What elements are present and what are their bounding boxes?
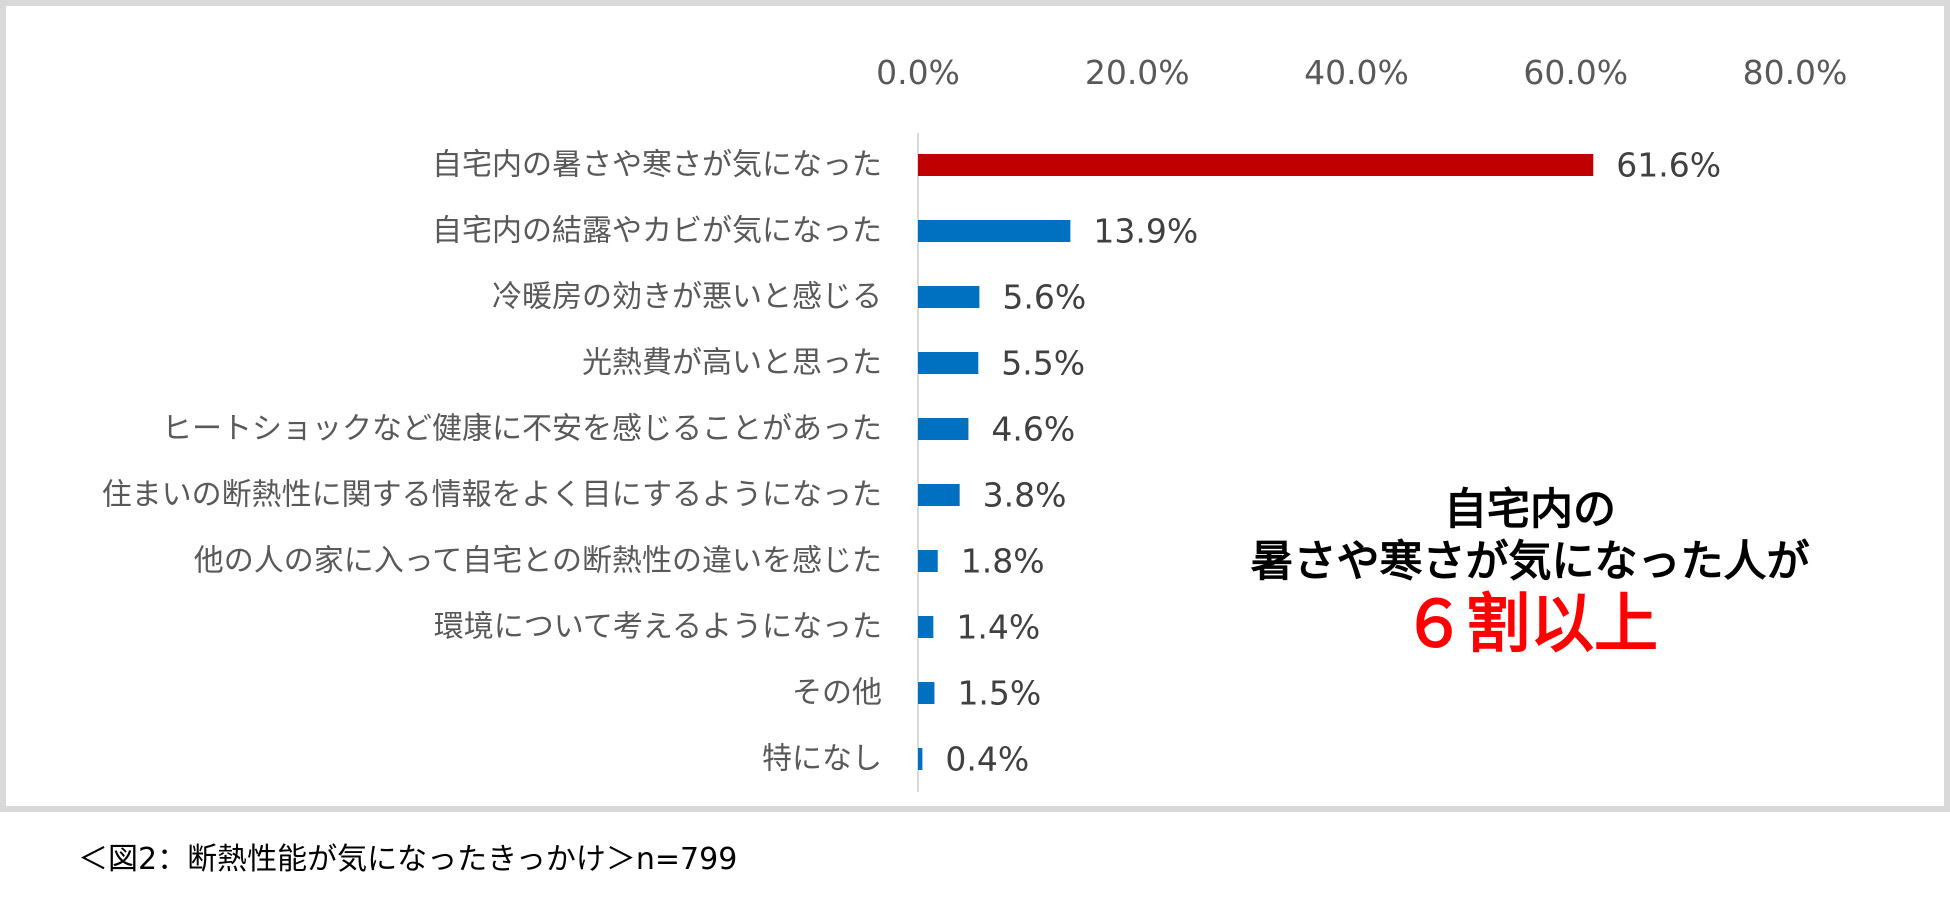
category-label: 冷暖房の効きが悪いと感じる	[492, 280, 882, 315]
bar	[918, 418, 969, 440]
data-label: 5.5%	[1001, 344, 1085, 383]
data-label: 0.4%	[945, 740, 1029, 779]
data-label: 13.9%	[1093, 212, 1198, 251]
callout-highlight: ６割以上	[1402, 587, 1658, 662]
bar-chart: 0.0% 20.0% 40.0% 60.0% 80.0% 自宅内の暑さや寒さが気になった 6…	[102, 53, 1848, 792]
category-label: 自宅内の結露やカビが気になった	[432, 214, 882, 249]
callout-line-2: 暑さや寒さが気になった人が	[1250, 537, 1810, 588]
category-label: 環境について考えるようになった	[434, 610, 882, 645]
category-label: 住まいの断熱性に関する情報をよく目にするようになった	[102, 478, 882, 513]
data-label: 4.6%	[991, 410, 1075, 449]
x-tick-label: 40.0%	[1304, 53, 1409, 92]
bar	[918, 748, 923, 770]
category-label: ヒートショックなど健康に不安を感じることがあった	[162, 412, 882, 447]
category-label: その他	[792, 676, 882, 711]
data-label: 1.5%	[957, 674, 1041, 713]
chart-frame	[0, 0, 1950, 812]
category-label: 他の人の家に入って自宅との断熱性の違いを感じた	[194, 544, 882, 579]
x-tick-label: 20.0%	[1085, 53, 1190, 92]
bar	[918, 352, 979, 374]
category-label: 特になし	[762, 742, 882, 777]
bar	[918, 550, 938, 572]
bar	[918, 616, 934, 638]
x-tick-label: 0.0%	[876, 53, 960, 92]
callout-box: 自宅内の 暑さや寒さが気になった人が ６割以上	[1180, 484, 1880, 663]
data-label: 61.6%	[1616, 146, 1721, 185]
bar	[918, 682, 935, 704]
figure-caption: ＜図2：断熱性能が気になったきっかけ＞n=799	[78, 842, 738, 877]
data-label: 5.6%	[1002, 278, 1086, 317]
category-label: 光熱費が高いと思った	[582, 346, 882, 381]
bar	[918, 286, 980, 308]
data-label: 1.8%	[961, 542, 1045, 581]
data-label: 3.8%	[983, 476, 1067, 515]
x-tick-label: 60.0%	[1523, 53, 1628, 92]
x-tick-label: 80.0%	[1743, 53, 1848, 92]
bar	[918, 220, 1071, 242]
bar	[918, 484, 960, 506]
category-label: 自宅内の暑さや寒さが気になった	[432, 148, 882, 183]
data-label: 1.4%	[956, 608, 1040, 647]
callout-line-1: 自宅内の	[1444, 485, 1616, 535]
bar	[918, 154, 1594, 176]
